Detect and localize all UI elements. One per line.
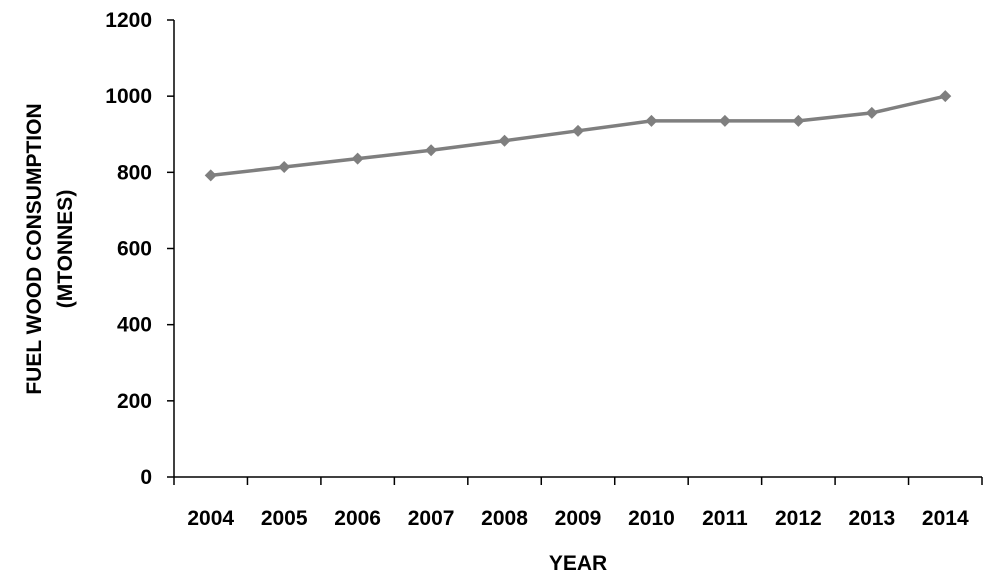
y-axis-title: FUEL WOOD CONSUMPTION (MTONNES)	[23, 103, 77, 394]
data-point	[278, 161, 291, 174]
y-tick-label: 200	[117, 390, 152, 413]
data-point	[204, 169, 217, 182]
y-axis: 0 200 400 600 800 1000 1200	[105, 9, 175, 489]
data-point	[498, 134, 511, 147]
data-point	[865, 106, 878, 119]
data-point	[572, 124, 584, 137]
x-tick-label: 2005	[261, 507, 308, 530]
x-tick-label: 2014	[922, 507, 969, 530]
y-tick-label: 800	[117, 161, 152, 184]
y-tick-label: 400	[117, 314, 152, 337]
data-point	[351, 152, 364, 165]
data-point	[645, 114, 658, 127]
y-axis-title-line-2: (MTONNES)	[54, 190, 77, 309]
y-tick-label: 600	[117, 238, 152, 261]
x-tick-label: 2008	[481, 507, 528, 530]
x-axis: 2004 2005 2006 2007 2008 2009 2010 2011 2012 2013…	[173, 476, 983, 530]
x-tick-label: 2010	[628, 507, 675, 530]
data-point	[425, 144, 438, 157]
y-tick-label: 1200	[105, 9, 152, 32]
data-point	[939, 90, 952, 103]
y-tick-label: 0	[140, 466, 152, 489]
x-axis-title: YEAR	[549, 552, 607, 575]
x-tick-label: 2007	[408, 507, 455, 530]
x-tick-label: 2006	[334, 507, 381, 530]
data-point	[718, 114, 731, 127]
x-tick-label: 2011	[702, 507, 748, 530]
y-axis-title-line-1: FUEL WOOD CONSUMPTION	[23, 103, 46, 394]
x-tick-label: 2012	[775, 507, 822, 530]
x-tick-label: 2009	[555, 507, 602, 530]
series-group	[204, 90, 952, 182]
x-tick-label: 2004	[187, 507, 234, 530]
data-point	[792, 114, 805, 127]
x-tick-label: 2013	[848, 507, 895, 530]
y-tick-label: 1000	[105, 85, 152, 108]
